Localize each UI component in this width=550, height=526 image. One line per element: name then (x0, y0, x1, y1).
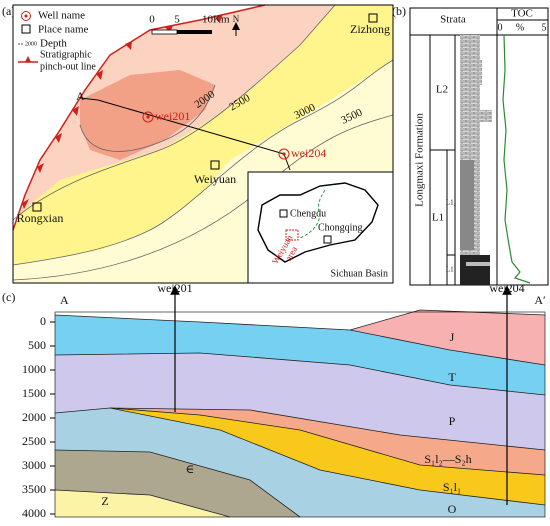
place-label: Zizhong (350, 22, 390, 36)
legend-label: Well name (38, 10, 85, 22)
layer-label: Z (101, 494, 108, 508)
north-label: N (233, 14, 240, 24)
well-label: wei201 (157, 281, 192, 295)
inset-place: Chongqing (318, 222, 362, 233)
place-label: Rongxian (17, 211, 64, 225)
depth-label: 1500 (22, 386, 46, 400)
layer-label: S₁l₁ (443, 480, 461, 494)
map: Well name Place name 2000 Depth Stratigr… (12, 4, 394, 284)
legend-label: Place name (38, 24, 89, 36)
scale-label: 5 (174, 14, 180, 26)
layer-label: ∈ (186, 462, 195, 476)
legend-label: Depth (40, 38, 67, 50)
formation: Longmaxi Formation (414, 113, 426, 207)
member: L1₂ (446, 199, 457, 207)
toc-tick: % (516, 22, 524, 33)
depth-label: 0 (40, 314, 46, 328)
depth-label: 4000 (22, 506, 46, 520)
legend-label: Stratigraphic (40, 49, 92, 60)
layer-label: S₁l₂—S₂h (424, 452, 471, 466)
section-label: A (60, 293, 69, 307)
member: L1 (432, 212, 444, 224)
section-label: A (76, 89, 85, 103)
well-label: wei201 (155, 109, 190, 123)
member: L1₁ (446, 266, 456, 274)
section-label: A′ (534, 293, 546, 307)
header: TOC (511, 8, 533, 20)
layer-label: O (448, 502, 457, 516)
inset-place: Chengdu (290, 208, 326, 219)
well-label: wei204 (291, 146, 326, 160)
toc-tick: 0 (498, 22, 503, 33)
well-label: wei204 (489, 281, 524, 295)
toc-tick: 5 (542, 22, 547, 33)
inset-basin: Sichuan Basin (331, 268, 389, 279)
scale-label: 10Km (202, 14, 230, 26)
depth-label: 500 (28, 338, 46, 352)
layer-label: P (449, 414, 456, 428)
depth-label: 3500 (22, 482, 46, 496)
layer-label: T (448, 370, 456, 384)
header: Strata (440, 14, 466, 26)
panel-label: (c) (2, 290, 15, 304)
place-label: Weiyuan (194, 172, 236, 186)
member: L2 (436, 84, 448, 96)
stratigraphic-column: Strata TOC 0 % 5 Longmaxi Formation L2 L… (409, 7, 549, 286)
panel-label: (a) (2, 4, 15, 18)
depth-label: 1000 (22, 362, 46, 376)
legend-label: pinch-out line (40, 61, 96, 72)
scale-label: 0 (149, 14, 155, 26)
depth-label: 3000 (22, 458, 46, 472)
layer-label: J (450, 330, 455, 344)
legend-label: 2000 (25, 41, 37, 47)
depth-label: 2000 (22, 410, 46, 424)
depth-label: 2500 (22, 434, 46, 448)
panel-label: (b) (392, 4, 406, 18)
